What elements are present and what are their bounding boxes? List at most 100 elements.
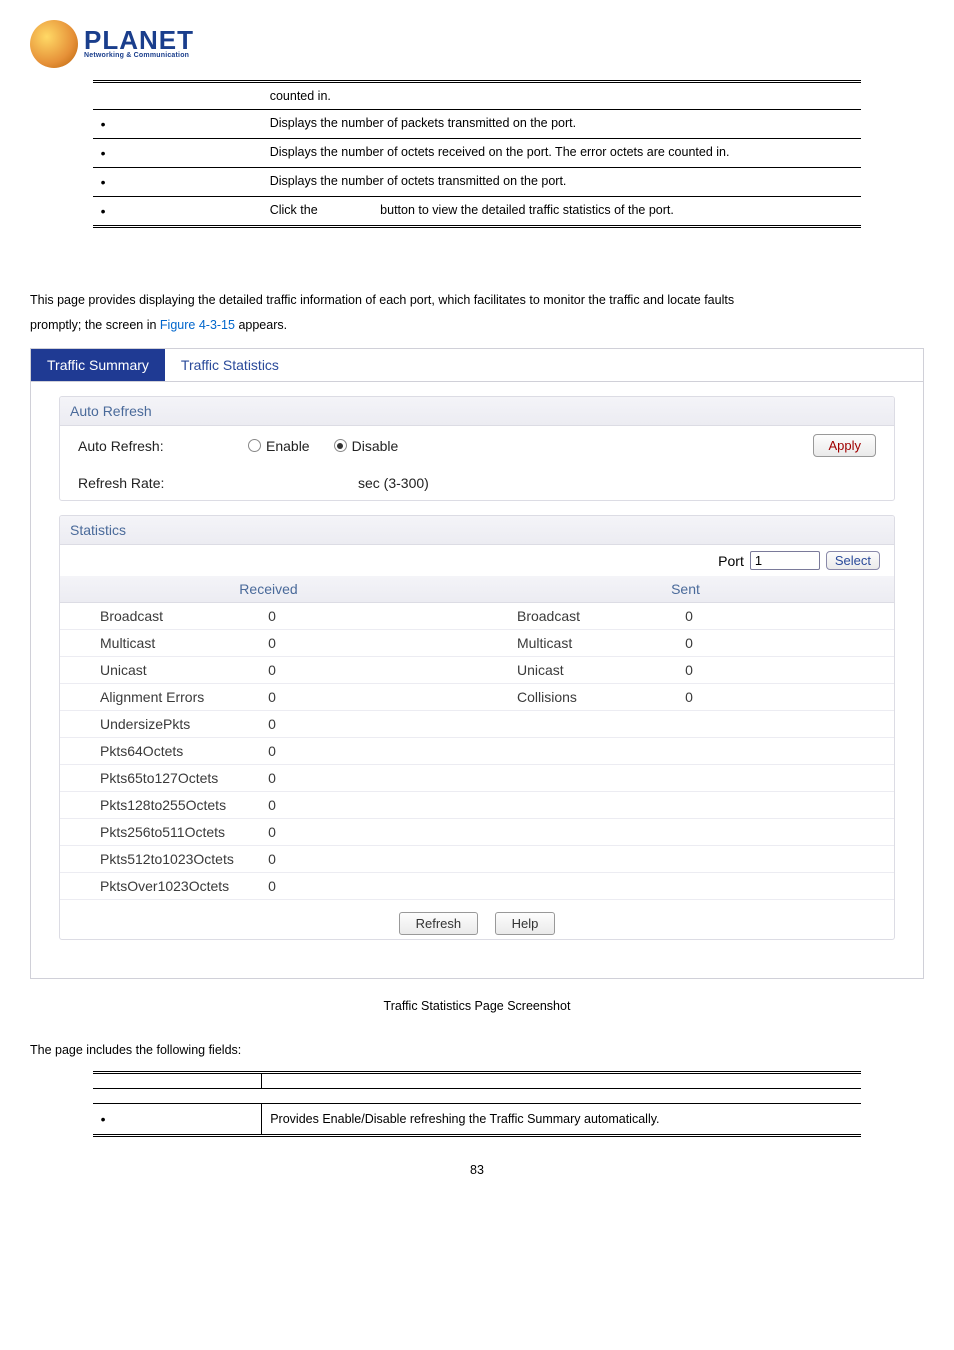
stat-value-sent: 0	[677, 657, 894, 684]
fields-intro: The page includes the following fields:	[30, 1043, 924, 1057]
stat-value-sent	[677, 765, 894, 792]
stat-label-sent	[477, 846, 677, 873]
table-row: Pkts512to1023Octets0	[60, 846, 894, 873]
def-row-left	[93, 1104, 262, 1136]
screenshot-panel: Traffic Summary Traffic Statistics Auto …	[30, 348, 924, 979]
port-label: Port	[718, 553, 744, 569]
stat-label-sent	[477, 819, 677, 846]
table-row: PktsOver1023Octets0	[60, 873, 894, 900]
logo: PLANET Networking & Communication	[30, 20, 924, 68]
def-header-right	[262, 1073, 862, 1089]
table-row: Alignment Errors0Collisions0	[60, 684, 894, 711]
intro-line2b: appears.	[235, 318, 287, 332]
refresh-rate-row: Refresh Rate: sec (3-300)	[60, 465, 894, 500]
top-row-0-left	[93, 82, 262, 110]
logo-sub: Networking & Communication	[84, 52, 194, 59]
stat-label: PktsOver1023Octets	[60, 873, 260, 900]
stat-value: 0	[260, 792, 477, 819]
stat-label-sent: Collisions	[477, 684, 677, 711]
enable-radio-label: Enable	[266, 438, 310, 454]
table-row: Multicast0Multicast0	[60, 630, 894, 657]
select-button[interactable]: Select	[826, 551, 880, 570]
intro-line2a: promptly; the screen in	[30, 318, 160, 332]
panel-body: Auto Refresh Auto Refresh: Enable Disabl…	[31, 382, 923, 978]
table-row: Broadcast0Broadcast0	[60, 603, 894, 630]
stat-label-sent	[477, 711, 677, 738]
statistics-table: Received Sent Broadcast0Broadcast0Multic…	[60, 576, 894, 900]
stat-value: 0	[260, 738, 477, 765]
stat-label: Pkts512to1023Octets	[60, 846, 260, 873]
logo-globe-icon	[30, 20, 78, 68]
apply-button[interactable]: Apply	[813, 434, 876, 457]
logo-main: PLANET	[84, 29, 194, 52]
stat-label: Alignment Errors	[60, 684, 260, 711]
stat-value-sent	[677, 873, 894, 900]
top-row-4-text: Click the button to view the detailed tr…	[262, 197, 862, 227]
table-row: Pkts256to511Octets0	[60, 819, 894, 846]
figure-caption: Traffic Statistics Page Screenshot	[30, 999, 924, 1013]
table-row: UndersizePkts0	[60, 711, 894, 738]
stat-value: 0	[260, 630, 477, 657]
col-received: Received	[60, 576, 477, 603]
top-row-0-text: counted in.	[262, 82, 862, 110]
help-button[interactable]: Help	[495, 912, 556, 935]
auto-refresh-row: Auto Refresh: Enable Disable Apply	[60, 426, 894, 465]
top-row-1-left	[93, 110, 262, 139]
enable-radio-icon	[248, 439, 261, 452]
auto-refresh-label: Auto Refresh:	[78, 438, 248, 454]
figure-link[interactable]: Figure 4-3-15	[160, 318, 235, 332]
disable-radio[interactable]: Disable	[334, 438, 399, 454]
enable-radio[interactable]: Enable	[248, 438, 310, 454]
table-row: Pkts65to127Octets0	[60, 765, 894, 792]
top-row-4-left	[93, 197, 262, 227]
intro-line1: This page provides displaying the detail…	[30, 293, 734, 307]
stat-label: Pkts65to127Octets	[60, 765, 260, 792]
auto-refresh-radio-group: Enable Disable	[248, 438, 398, 454]
top-row-4-post: button to view the detailed traffic stat…	[380, 203, 674, 217]
stat-label: Pkts64Octets	[60, 738, 260, 765]
refresh-rate-label: Refresh Rate:	[78, 475, 248, 491]
statistics-section: Statistics Port Select Received Sent Bro…	[59, 515, 895, 940]
top-description-table: counted in. Displays the number of packe…	[93, 80, 862, 228]
stat-label-sent: Unicast	[477, 657, 677, 684]
statistics-header: Statistics	[60, 516, 894, 545]
port-input[interactable]	[750, 551, 820, 570]
table-row: Pkts128to255Octets0	[60, 792, 894, 819]
top-row-3-text: Displays the number of octets transmitte…	[262, 168, 862, 197]
top-row-3-left	[93, 168, 262, 197]
top-row-4-pre: Click the	[270, 203, 318, 217]
auto-refresh-header: Auto Refresh	[60, 397, 894, 426]
stat-label-sent: Multicast	[477, 630, 677, 657]
stat-label: Broadcast	[60, 603, 260, 630]
logo-text: PLANET Networking & Communication	[84, 29, 194, 59]
def-row-right: Provides Enable/Disable refreshing the T…	[262, 1104, 862, 1136]
stat-value: 0	[260, 711, 477, 738]
stat-value: 0	[260, 873, 477, 900]
stat-value-sent	[677, 819, 894, 846]
def-header-left	[93, 1073, 262, 1089]
intro-paragraph: This page provides displaying the detail…	[30, 288, 924, 338]
table-row: Unicast0Unicast0	[60, 657, 894, 684]
stat-value-sent	[677, 792, 894, 819]
stat-value: 0	[260, 765, 477, 792]
stat-value-sent: 0	[677, 603, 894, 630]
stat-value-sent	[677, 711, 894, 738]
tab-traffic-statistics[interactable]: Traffic Statistics	[165, 349, 295, 381]
tab-traffic-summary[interactable]: Traffic Summary	[31, 349, 165, 381]
top-row-1-text: Displays the number of packets transmitt…	[262, 110, 862, 139]
refresh-button[interactable]: Refresh	[399, 912, 479, 935]
stat-label: Pkts256to511Octets	[60, 819, 260, 846]
port-select-row: Port Select	[60, 545, 894, 576]
col-sent: Sent	[477, 576, 894, 603]
top-row-2-text: Displays the number of octets received o…	[262, 139, 862, 168]
disable-radio-label: Disable	[352, 438, 399, 454]
stat-label: UndersizePkts	[60, 711, 260, 738]
stat-label-sent	[477, 738, 677, 765]
stat-value: 0	[260, 846, 477, 873]
refresh-rate-suffix: sec (3-300)	[358, 475, 429, 491]
stat-label-sent	[477, 765, 677, 792]
auto-refresh-section: Auto Refresh Auto Refresh: Enable Disabl…	[59, 396, 895, 501]
stat-value-sent: 0	[677, 630, 894, 657]
definition-table: Provides Enable/Disable refreshing the T…	[93, 1071, 862, 1137]
refresh-rate-input[interactable]	[248, 473, 358, 492]
